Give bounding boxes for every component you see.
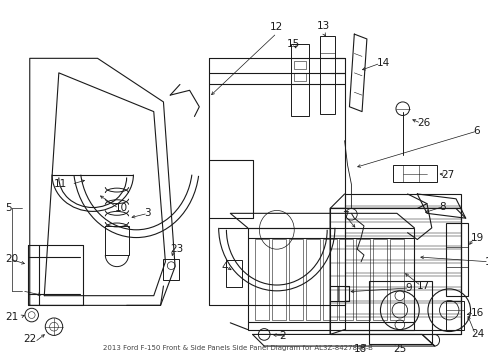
Text: 14: 14 <box>376 58 389 68</box>
Text: 1: 1 <box>484 257 488 267</box>
Text: 18: 18 <box>354 344 367 354</box>
Text: 16: 16 <box>469 308 483 318</box>
Text: 12: 12 <box>270 22 283 32</box>
Bar <box>272 239 285 320</box>
Bar <box>339 239 353 320</box>
Text: 23: 23 <box>170 244 183 254</box>
Text: 9: 9 <box>405 283 411 293</box>
Text: 20: 20 <box>5 254 19 264</box>
Bar <box>446 223 467 296</box>
Bar <box>372 239 386 320</box>
Text: 3: 3 <box>144 208 150 218</box>
Bar <box>291 44 308 116</box>
Bar <box>356 239 369 320</box>
Text: 21: 21 <box>5 312 19 322</box>
Bar <box>392 165 436 182</box>
Bar <box>105 226 128 255</box>
Text: 8: 8 <box>439 202 445 212</box>
Text: 10: 10 <box>115 203 128 213</box>
Bar <box>255 239 269 320</box>
Bar <box>288 239 303 320</box>
Bar <box>305 239 319 320</box>
Bar <box>247 228 413 330</box>
Text: 2: 2 <box>279 331 286 341</box>
Text: 25: 25 <box>392 344 406 354</box>
Bar <box>226 260 242 287</box>
Text: 2013 Ford F-150 Front & Side Panels Side Panel Diagram for AL3Z-8427840-B: 2013 Ford F-150 Front & Side Panels Side… <box>102 345 372 351</box>
Bar <box>344 194 460 330</box>
Bar <box>163 259 179 280</box>
Bar <box>294 61 305 69</box>
Text: 26: 26 <box>416 118 429 128</box>
Text: 15: 15 <box>286 39 299 49</box>
Bar <box>389 239 403 320</box>
Text: 4: 4 <box>221 262 228 271</box>
Bar <box>446 301 463 330</box>
Text: 7: 7 <box>341 211 347 221</box>
Text: 17: 17 <box>416 281 429 291</box>
Text: 22: 22 <box>23 334 36 344</box>
Bar <box>294 73 305 81</box>
Text: 5: 5 <box>5 203 12 213</box>
Bar <box>368 281 431 344</box>
Text: 19: 19 <box>469 233 483 243</box>
Text: 6: 6 <box>472 126 479 136</box>
Text: 11: 11 <box>54 179 67 189</box>
Text: 27: 27 <box>441 170 454 180</box>
Bar <box>329 208 460 334</box>
Bar <box>322 239 336 320</box>
Text: 13: 13 <box>316 21 329 31</box>
Text: 24: 24 <box>470 329 484 339</box>
Bar <box>320 36 334 113</box>
